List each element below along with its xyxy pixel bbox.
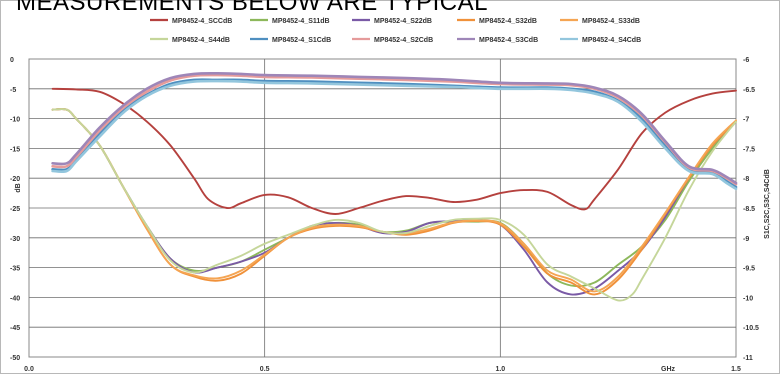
x-tick-label: 1.0	[495, 366, 505, 373]
y2-tick-label: -10.5	[743, 325, 759, 332]
legend-label-mp8452-4-s1cdb: MP8452-4_S1CdB	[272, 37, 331, 44]
y-tick-label: -40	[10, 295, 20, 302]
y-tick-label: -15	[10, 146, 20, 153]
y2-tick-label: -6	[743, 57, 749, 64]
y2-tick-label: -8	[743, 176, 749, 183]
y-tick-label: -30	[10, 236, 20, 243]
y-tick-label: 0	[10, 57, 14, 64]
series-line-mp8452-4-s32db	[51, 108, 737, 296]
legend-label-mp8452-4-s22db: MP8452-4_S22dB	[374, 18, 432, 25]
y-tick-label: -45	[10, 325, 20, 332]
series-line-mp8452-4-s44db	[51, 108, 737, 302]
series-line-mp8452-4-s22db	[51, 108, 737, 296]
y2-axis-label: S1C,S2C,S3C,S4CdB	[764, 169, 771, 239]
y2-tick-label: -9	[743, 236, 749, 243]
chart-axes: 0 -6 -5 -6.5 -10 -7 -15 -7.5 -20 -8 -25 -8.5 -30 -9 -3…	[10, 57, 771, 373]
y2-tick-label: -6.5	[743, 87, 755, 94]
y-axis-label: dB	[15, 183, 22, 192]
y-tick-label: -20	[10, 176, 20, 183]
x-tick-label: 0.0	[24, 366, 34, 373]
y2-tick-label: -9.5	[743, 266, 755, 273]
legend-label-mp8452-4-s44db: MP8452-4_S44dB	[172, 37, 230, 44]
y-tick-label: -25	[10, 206, 20, 213]
chart-series	[51, 71, 738, 302]
chart-legend: MP8452-4_SCCdB MP8452-4_S11dB MP8452-4_S22…	[150, 18, 641, 44]
series-line-mp8452-4-s1cdb	[51, 78, 738, 189]
y2-tick-label: -7	[743, 117, 749, 124]
y2-tick-label: -7.5	[743, 146, 755, 153]
series-line-mp8452-4-s3cdb	[51, 71, 738, 185]
y2-tick-label: -11	[743, 355, 753, 362]
x-axis-label: GHz	[661, 366, 676, 373]
legend-label-mp8452-4-s11db: MP8452-4_S11dB	[272, 18, 330, 25]
legend-label-mp8452-4-sccdb: MP8452-4_SCCdB	[172, 18, 232, 25]
legend-label-mp8452-4-s4cdb: MP8452-4_S4CdB	[582, 37, 641, 44]
banner: MEASUREMENTS BELOW ARE TYPICAL	[0, 0, 778, 20]
legend-label-mp8452-4-s32db: MP8452-4_S32dB	[479, 18, 537, 25]
legend-label-mp8452-4-s2cdb: MP8452-4_S2CdB	[374, 37, 433, 44]
y-tick-label: -10	[10, 117, 20, 124]
series-line-mp8452-4-sccdb	[51, 87, 737, 215]
x-tick-label: 1.5	[731, 366, 741, 373]
y-tick-label: -50	[10, 355, 20, 362]
series-line-mp8452-4-s33db	[51, 108, 737, 293]
legend-label-mp8452-4-s3cdb: MP8452-4_S3CdB	[479, 37, 538, 44]
y-tick-label: -5	[10, 87, 16, 94]
y2-tick-label: -10	[743, 295, 753, 302]
page-title: MEASUREMENTS BELOW ARE TYPICAL	[16, 0, 488, 16]
y-tick-label: -35	[10, 266, 20, 273]
y2-tick-label: -8.5	[743, 206, 755, 213]
x-tick-label: 0.5	[260, 366, 270, 373]
series-line-mp8452-4-s4cdb	[51, 79, 738, 191]
legend-label-mp8452-4-s33db: MP8452-4_S33dB	[582, 18, 640, 25]
